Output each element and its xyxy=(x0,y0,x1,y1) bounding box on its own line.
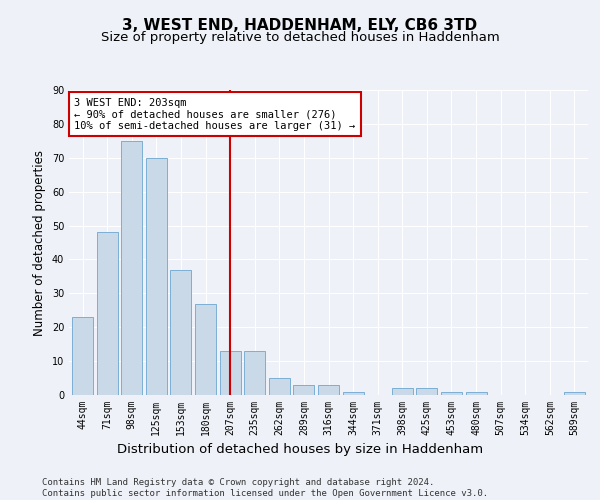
Text: Size of property relative to detached houses in Haddenham: Size of property relative to detached ho… xyxy=(101,31,499,44)
Bar xyxy=(244,351,265,395)
Bar xyxy=(466,392,487,395)
Bar xyxy=(318,385,339,395)
Text: 3, WEST END, HADDENHAM, ELY, CB6 3TD: 3, WEST END, HADDENHAM, ELY, CB6 3TD xyxy=(122,18,478,32)
Y-axis label: Number of detached properties: Number of detached properties xyxy=(33,150,46,336)
Text: 3 WEST END: 203sqm
← 90% of detached houses are smaller (276)
10% of semi-detach: 3 WEST END: 203sqm ← 90% of detached hou… xyxy=(74,98,355,131)
Bar xyxy=(146,158,167,395)
Bar xyxy=(441,392,462,395)
Bar xyxy=(293,385,314,395)
Bar xyxy=(343,392,364,395)
Bar xyxy=(269,378,290,395)
Bar xyxy=(72,317,93,395)
Bar xyxy=(564,392,585,395)
Bar xyxy=(170,270,191,395)
Bar xyxy=(195,304,216,395)
Bar xyxy=(220,351,241,395)
Bar xyxy=(97,232,118,395)
Text: Distribution of detached houses by size in Haddenham: Distribution of detached houses by size … xyxy=(117,442,483,456)
Bar xyxy=(416,388,437,395)
Bar xyxy=(121,141,142,395)
Bar xyxy=(392,388,413,395)
Text: Contains HM Land Registry data © Crown copyright and database right 2024.
Contai: Contains HM Land Registry data © Crown c… xyxy=(42,478,488,498)
